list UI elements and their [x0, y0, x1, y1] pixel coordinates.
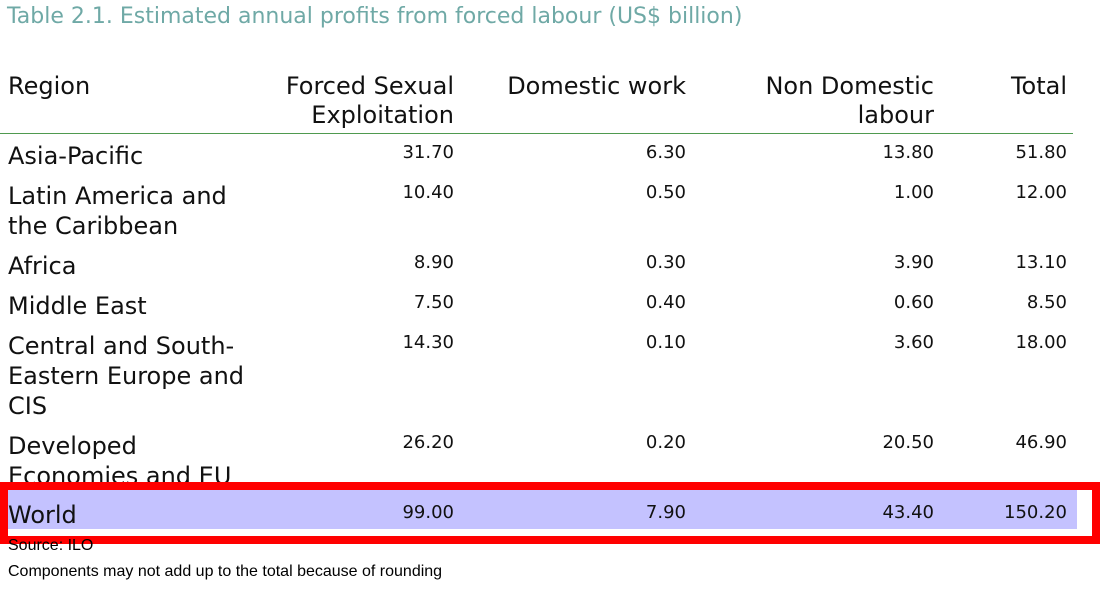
row-region: Central and South- Eastern Europe and CI…	[8, 331, 244, 421]
cell-forced-sexual: 14.30	[402, 332, 454, 353]
row-region-clip: Developed Economies and EU	[0, 431, 1111, 483]
row-region: Africa	[8, 251, 76, 281]
cell-forced-sexual: 31.70	[402, 142, 454, 163]
cell-total: 8.50	[1026, 292, 1067, 313]
row-region-line: CIS	[8, 392, 48, 420]
row-region-line: Latin America and	[8, 182, 227, 210]
cell-domestic-work: 0.40	[645, 292, 686, 313]
cell-non-domestic: 1.00	[893, 182, 934, 203]
row-region-line: Asia-Pacific	[8, 142, 144, 170]
header-forced-sexual-line1: Forced Sexual	[285, 72, 454, 100]
header-forced-sexual-line2: Exploitation	[311, 101, 454, 129]
cell-domestic-work: 0.50	[645, 182, 686, 203]
header-domestic-work: Domestic work	[507, 72, 686, 100]
world-annotation-box	[0, 482, 1100, 544]
cell-total: 51.80	[1015, 142, 1067, 163]
cell-total: 12.00	[1015, 182, 1067, 203]
cell-domestic-work: 0.20	[645, 432, 686, 453]
header-non-domestic-labour: Non Domestic labour	[765, 72, 934, 130]
cell-total: 18.00	[1015, 332, 1067, 353]
row-region: Middle East	[8, 291, 147, 321]
header-non-domestic-line1: Non Domestic	[765, 72, 934, 100]
cell-non-domestic: 43.40	[882, 502, 934, 523]
cell-non-domestic: 20.50	[882, 432, 934, 453]
cell-domestic-work: 0.30	[645, 252, 686, 273]
cell-total: 150.20	[1004, 502, 1067, 523]
row-region: Asia-Pacific	[8, 141, 143, 171]
header-total: Total	[1010, 72, 1067, 100]
cell-forced-sexual: 10.40	[402, 182, 454, 203]
table-caption: Table 2.1. Estimated annual profits from…	[7, 4, 743, 29]
cell-non-domestic: 13.80	[882, 142, 934, 163]
cell-total: 46.90	[1015, 432, 1067, 453]
header-region: Region	[8, 72, 91, 100]
rounding-note: Components may not add up to the total b…	[8, 563, 443, 580]
row-region-world: World	[8, 501, 77, 529]
cell-total: 13.10	[1015, 252, 1067, 273]
cell-non-domestic: 3.90	[893, 252, 934, 273]
cell-forced-sexual: 99.00	[402, 502, 454, 523]
header-rule	[0, 133, 1073, 134]
header-forced-sexual-exploitation: Forced Sexual Exploitation	[286, 72, 454, 130]
cell-non-domestic: 0.60	[893, 292, 934, 313]
row-region: Latin America and the Caribbean	[8, 181, 227, 241]
cell-non-domestic: 3.60	[893, 332, 934, 353]
row-region: Developed Economies and EU	[8, 431, 231, 483]
cell-domestic-work: 0.10	[645, 332, 686, 353]
cell-domestic-work: 7.90	[645, 502, 686, 523]
world-row-highlight	[0, 490, 1077, 529]
cell-forced-sexual: 7.50	[413, 292, 454, 313]
row-region-line: Eastern Europe and	[8, 362, 245, 390]
row-region-line: Economies and EU	[8, 462, 232, 483]
header-non-domestic-line2: labour	[857, 101, 934, 129]
cell-forced-sexual: 8.90	[413, 252, 454, 273]
row-region-line: Middle East	[8, 292, 147, 320]
source-note: Source: ILO	[8, 537, 94, 554]
cell-forced-sexual: 26.20	[402, 432, 454, 453]
row-region-line: the Caribbean	[8, 212, 179, 240]
row-region-line: Developed	[8, 432, 137, 460]
row-region-line: Central and South-	[8, 332, 235, 360]
cell-domestic-work: 6.30	[645, 142, 686, 163]
row-region-line: Africa	[8, 252, 77, 280]
